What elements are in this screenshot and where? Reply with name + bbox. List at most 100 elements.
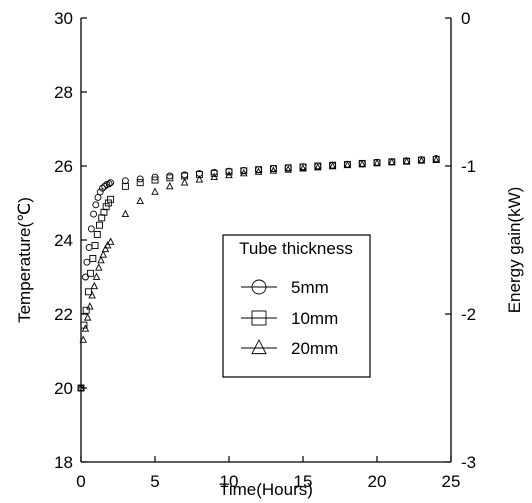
- legend-title: Tube thickness: [239, 239, 353, 258]
- y-tick-label: 22: [54, 305, 73, 324]
- data-point-20mm: [195, 175, 204, 183]
- y-tick-label: 28: [54, 83, 73, 102]
- data-point-20mm: [402, 157, 411, 165]
- legend: Tube thickness 5mm 10mm 20mm: [222, 234, 371, 378]
- x-tick-label: 15: [294, 472, 313, 491]
- y-axis-title: Temperature(℃): [15, 197, 34, 323]
- legend-label-10mm: 10mm: [291, 309, 338, 328]
- y2-tick-label: -1: [461, 157, 476, 176]
- data-point-20mm: [314, 163, 322, 171]
- data-point-10mm: [84, 288, 92, 296]
- x-axis-title: Time(Hours): [219, 480, 313, 499]
- data-point-10mm: [107, 195, 115, 203]
- data-point-10mm: [82, 306, 90, 314]
- x-tick-label: 0: [76, 472, 85, 491]
- data-point-20mm: [90, 281, 99, 290]
- legend-box: [222, 234, 371, 378]
- y2-tick-label: -2: [461, 305, 476, 324]
- data-point-5mm: [81, 273, 89, 281]
- data-point-5mm: [99, 184, 106, 192]
- data-point-20mm: [210, 172, 218, 180]
- data-point-10mm: [151, 176, 159, 184]
- data-point-5mm: [92, 201, 100, 209]
- data-point-20mm: [166, 181, 174, 190]
- data-point-5mm: [105, 180, 113, 188]
- data-point-20mm: [92, 272, 101, 280]
- data-point-10mm: [210, 169, 218, 177]
- data-point-20mm: [79, 335, 87, 343]
- data-point-10mm: [195, 171, 203, 178]
- data-point-10mm: [93, 230, 101, 238]
- y2-axis-title: Energy gain(kW): [505, 187, 524, 314]
- data-point-20mm: [95, 263, 103, 271]
- data-point-20mm: [240, 168, 248, 177]
- data-point-10mm: [91, 242, 99, 250]
- data-point-20mm: [225, 170, 233, 179]
- data-point-20mm: [77, 383, 85, 391]
- data-point-20mm: [106, 237, 115, 245]
- y-tick-label: 18: [54, 453, 73, 472]
- data-point-10mm: [136, 179, 144, 187]
- data-point-20mm: [103, 241, 112, 249]
- data-point-20mm: [99, 250, 107, 258]
- data-point-20mm: [269, 166, 278, 174]
- data-point-5mm: [85, 243, 93, 251]
- data-point-5mm: [136, 175, 144, 183]
- legend-label-20mm: 20mm: [291, 339, 338, 358]
- data-point-10mm: [225, 168, 233, 176]
- data-point-20mm: [373, 158, 381, 167]
- legend-label-5mm: 5mm: [291, 278, 329, 297]
- data-point-10mm: [284, 164, 292, 172]
- x-tick-label: 10: [220, 472, 239, 491]
- data-point-20mm: [86, 302, 94, 310]
- data-point-10mm: [240, 167, 248, 175]
- data-point-20mm: [388, 157, 396, 166]
- data-point-20mm: [97, 255, 105, 264]
- ticks: 18 20 22 24 26 28 30 -3 -2 -1 0 0 5 10 15 20 25: [54, 9, 476, 491]
- data-point-5mm: [166, 172, 174, 180]
- data-point-20mm: [121, 209, 130, 217]
- data-point-20mm: [83, 313, 92, 321]
- data-point-10mm: [299, 163, 307, 171]
- legend-marker-5mm: [251, 279, 267, 295]
- data-point-10mm: [255, 166, 263, 174]
- data-point-5mm: [107, 179, 115, 187]
- data-point-20mm: [88, 291, 96, 299]
- data-point-20mm: [284, 165, 292, 173]
- data-points: [77, 155, 440, 392]
- data-point-20mm: [299, 164, 307, 172]
- data-point-5mm: [96, 188, 104, 196]
- data-point-10mm: [87, 269, 95, 277]
- data-point-20mm: [81, 324, 90, 332]
- y-tick-label: 26: [54, 157, 73, 176]
- data-point-20mm: [180, 178, 189, 186]
- legend-marker-10mm: [251, 310, 267, 326]
- y-tick-label: 30: [54, 9, 73, 28]
- data-point-20mm: [343, 160, 352, 169]
- data-point-20mm: [101, 244, 110, 253]
- data-point-20mm: [136, 196, 144, 205]
- data-point-5mm: [90, 210, 98, 218]
- y-tick-label: 20: [54, 379, 73, 398]
- data-point-10mm: [269, 165, 277, 173]
- data-point-20mm: [254, 167, 263, 175]
- data-point-10mm: [102, 203, 110, 211]
- data-point-20mm: [358, 160, 366, 168]
- data-point-10mm: [121, 182, 129, 190]
- y2-tick-label: 0: [461, 9, 470, 28]
- data-point-5mm: [87, 225, 95, 233]
- data-point-10mm: [89, 255, 97, 262]
- x-tick-label: 20: [368, 472, 387, 491]
- data-point-20mm: [151, 187, 159, 195]
- data-point-10mm: [314, 162, 322, 170]
- legend-marker-20mm: [251, 338, 267, 355]
- data-point-20mm: [417, 156, 426, 164]
- data-point-20mm: [328, 161, 337, 170]
- y-tick-label: 24: [54, 231, 73, 250]
- x-tick-label: 25: [442, 472, 461, 491]
- data-point-5mm: [83, 258, 91, 266]
- data-point-20mm: [432, 155, 440, 163]
- data-point-5mm: [94, 193, 102, 201]
- data-point-10mm: [166, 174, 174, 182]
